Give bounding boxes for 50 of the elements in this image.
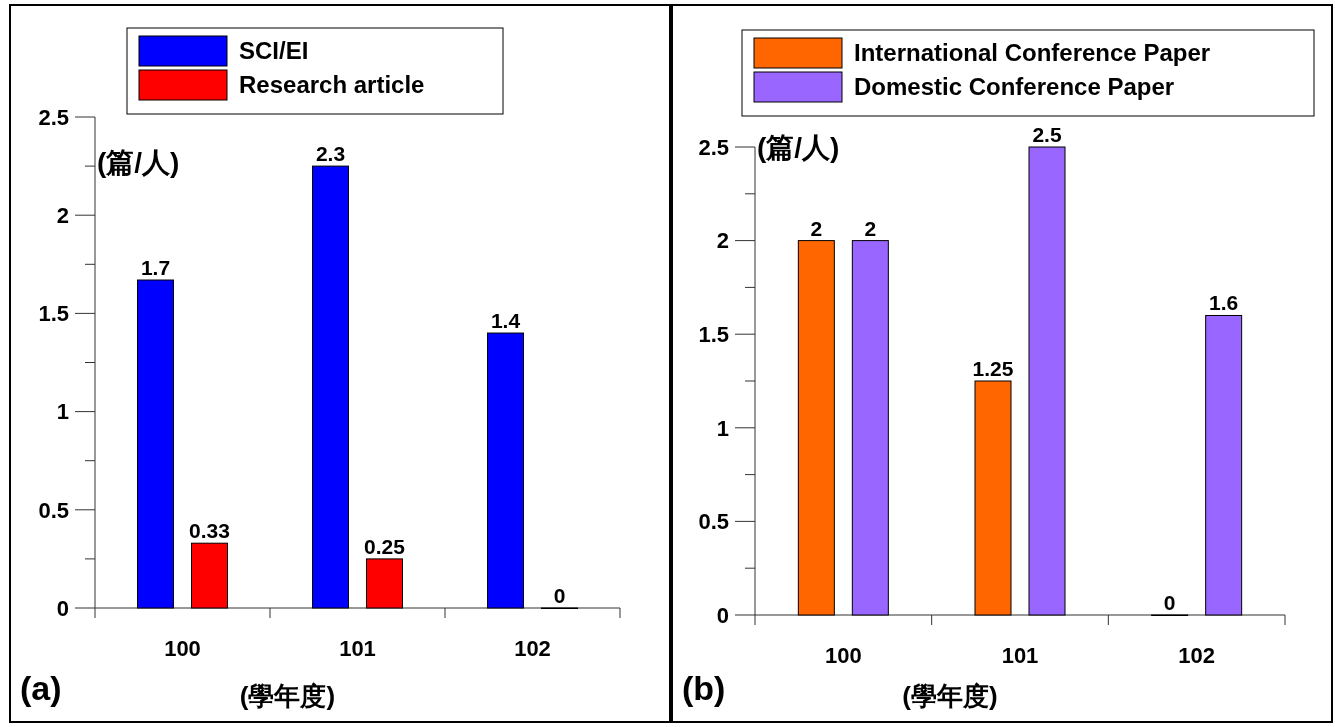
- data-label: 2: [864, 216, 877, 240]
- x-tick-label: 101: [339, 636, 376, 661]
- y-tick-label: 1: [716, 415, 729, 441]
- bar: [137, 279, 174, 609]
- data-label: 2.5: [1032, 123, 1062, 146]
- x-tick-label: 100: [824, 643, 862, 668]
- y-tick-label: 0.5: [38, 497, 69, 523]
- y-tick-label: 2.5: [38, 104, 69, 130]
- y-tick-label: 0: [716, 602, 729, 628]
- legend-label: Domestic Conference Paper: [854, 73, 1175, 101]
- x-axis-title: (學年度): [902, 681, 998, 711]
- data-label: 1.7: [140, 256, 171, 280]
- data-label: 1.4: [490, 309, 521, 333]
- bar: [366, 558, 403, 609]
- y-tick-label: 0: [56, 595, 69, 621]
- bar: [797, 240, 835, 616]
- y-tick-label: 2: [716, 228, 729, 254]
- x-tick-label: 102: [514, 636, 551, 661]
- y-tick-label: 2: [56, 202, 69, 228]
- data-label: 0: [553, 584, 566, 607]
- bar: [312, 165, 349, 609]
- y-tick-label: 1.5: [698, 321, 729, 347]
- bar: [1028, 146, 1066, 616]
- x-axis-title: (學年度): [239, 681, 336, 711]
- text: (b): [682, 669, 726, 707]
- bar: [851, 240, 889, 616]
- text: (a): [20, 669, 62, 707]
- data-label: 2.3: [315, 142, 346, 166]
- data-label: 1.25: [972, 357, 1014, 380]
- x-tick-label: 100: [164, 636, 201, 661]
- y-tick-label: 1: [56, 399, 69, 425]
- bar: [974, 380, 1012, 616]
- legend-label: International Conference Paper: [854, 39, 1211, 67]
- y-tick-label: 0.5: [698, 509, 729, 535]
- x-tick-label: 102: [1178, 643, 1216, 668]
- data-label: 0: [1163, 591, 1176, 614]
- y-tick-label: 2.5: [698, 134, 729, 160]
- data-label: 1.6: [1209, 291, 1239, 315]
- y-tick-label: 1.5: [38, 301, 69, 327]
- data-label: 0.25: [364, 534, 406, 558]
- bar: [487, 332, 524, 609]
- legend-label: Research article: [239, 71, 425, 99]
- legend-label: SCI/EI: [239, 37, 309, 65]
- y-axis-title: (篇/人): [757, 132, 840, 163]
- data-label: 0.33: [189, 519, 230, 543]
- bar: [1205, 314, 1243, 616]
- y-axis-title: (篇/人): [97, 147, 180, 178]
- data-label: 2: [810, 216, 823, 240]
- bar: [191, 542, 228, 609]
- x-tick-label: 101: [1001, 643, 1039, 668]
